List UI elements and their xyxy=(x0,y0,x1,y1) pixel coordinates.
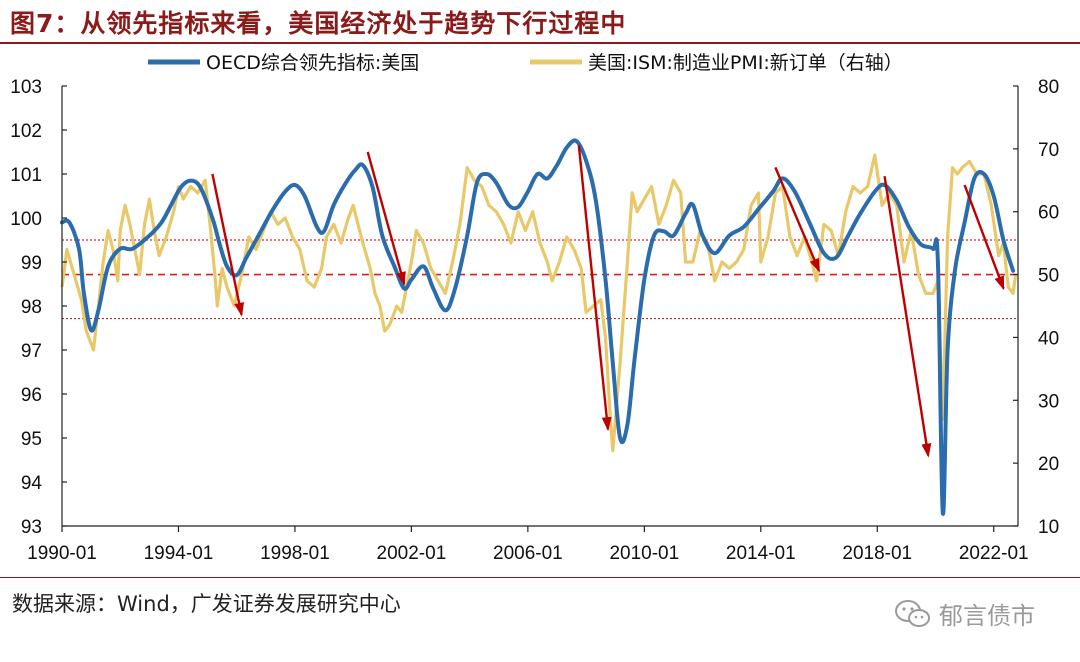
x-tick-label: 2014-01 xyxy=(726,543,796,564)
y-right-tick-label: 60 xyxy=(1038,203,1059,224)
watermark: 郁言债市 xyxy=(893,596,1035,631)
x-tick-label: 2022-01 xyxy=(959,543,1029,564)
trend-arrow-3 xyxy=(774,166,821,273)
y-right-tick-label: 10 xyxy=(1038,517,1059,538)
y-left-tick-label: 95 xyxy=(21,429,42,450)
annotation-arrows xyxy=(211,145,1005,458)
y-left-tick-label: 99 xyxy=(21,253,42,274)
x-tick-label: 2018-01 xyxy=(842,543,912,564)
x-tick-label: 2010-01 xyxy=(609,543,679,564)
trend-arrow-5 xyxy=(963,184,1005,291)
y-left-tick-label: 102 xyxy=(10,121,42,142)
reference-lines xyxy=(62,239,1018,320)
trend-arrow-2 xyxy=(577,145,612,432)
y-left-tick-label: 96 xyxy=(21,385,42,406)
series-ism-pmi-new-orders xyxy=(60,153,1018,453)
y-right-tick-label: 50 xyxy=(1038,266,1059,287)
y-left-tick-label: 100 xyxy=(10,209,42,230)
legend: OECD综合领先指标:美国 美国:ISM:制造业PMI:新订单（右轴） xyxy=(148,52,903,74)
wechat-icon xyxy=(895,599,930,627)
y-left-tick-label: 98 xyxy=(21,297,42,318)
series-layer xyxy=(60,138,1018,516)
line-chart: 93 94 95 96 97 98 99 100 101 102 103 10 20 30 40 50 60 70… xyxy=(10,52,1059,564)
x-tick-label: 2006-01 xyxy=(493,543,563,564)
trend-arrow-1 xyxy=(366,151,406,286)
y-left-tick-label: 103 xyxy=(10,77,42,98)
x-tick-label: 2002-01 xyxy=(377,543,447,564)
y-right-tick-label: 40 xyxy=(1038,328,1059,349)
data-source: 数据来源：Wind，广发证券发展研究中心 xyxy=(12,592,401,616)
title-divider xyxy=(0,42,1080,44)
y-right-tick-label: 30 xyxy=(1038,391,1059,412)
source-divider xyxy=(0,577,1080,578)
axes: 93 94 95 96 97 98 99 100 101 102 103 10 20 30 40 50 60 70… xyxy=(10,77,1059,564)
watermark-text: 郁言债市 xyxy=(939,602,1035,630)
y-left-tick-label: 101 xyxy=(10,165,42,186)
series-oecd-cli xyxy=(60,138,1016,516)
y-left-tick-label: 94 xyxy=(21,473,43,494)
y-left-tick-label: 97 xyxy=(21,341,42,362)
y-right-tick-label: 20 xyxy=(1038,454,1059,475)
x-tick-label: 1998-01 xyxy=(260,543,330,564)
legend-label-1: 美国:ISM:制造业PMI:新订单（右轴） xyxy=(588,52,903,74)
y-right-tick-label: 80 xyxy=(1038,77,1059,98)
legend-label-0: OECD综合领先指标:美国 xyxy=(206,52,419,74)
trend-arrow-0 xyxy=(211,173,245,317)
trend-arrow-4 xyxy=(883,176,932,458)
y-right-tick-label: 70 xyxy=(1038,140,1059,161)
x-tick-label: 1990-01 xyxy=(27,543,97,564)
x-tick-label: 1994-01 xyxy=(144,543,214,564)
y-left-tick-label: 93 xyxy=(21,517,42,538)
figure-title: 图7：从领先指标来看，美国经济处于趋势下行过程中 xyxy=(10,9,627,38)
